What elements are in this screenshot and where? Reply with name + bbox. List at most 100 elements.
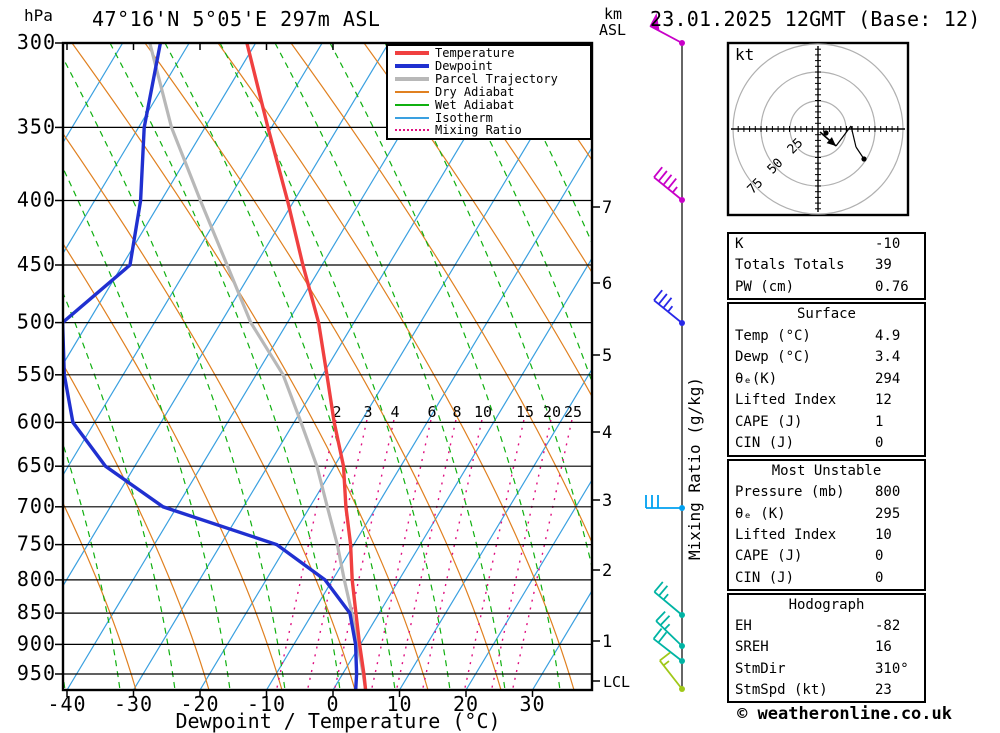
pressure-tick-label: 900: [17, 631, 56, 655]
temperature-tick-label: 30: [519, 692, 545, 716]
table-row: θₑ (K) 295: [729, 504, 924, 525]
row-label: CAPE (J): [735, 413, 803, 430]
wet-adiabat-lines: [63, 43, 592, 690]
row-label: CIN (J): [735, 569, 795, 586]
pressure-tick-label: 600: [17, 409, 56, 433]
wind-barb: [652, 628, 685, 664]
row-label: Pressure (mb): [735, 484, 845, 501]
x-axis-label: Dewpoint / Temperature (°C): [175, 709, 501, 733]
table-row: Lifted Index 10: [729, 525, 924, 546]
wind-barb: [659, 651, 685, 692]
mixing-ratio-value-label: 15: [516, 403, 534, 421]
row-value: 3.4: [875, 349, 901, 366]
legend-item-label: Wet Adiabat: [435, 97, 515, 112]
temperature-tick-label: 0: [326, 692, 339, 716]
km-axis: 7 6 5 4 3 2 1 LCL Mixing Ratio (g/kg): [592, 198, 704, 691]
km-tick-label: 7: [602, 198, 612, 218]
table-row: Lifted Index 12: [729, 390, 924, 412]
legend-line-sample-icon: [395, 129, 429, 132]
row-value: 0: [875, 435, 884, 452]
mixing-ratio-value-label: 2: [332, 403, 341, 421]
temperature-ticks: -40 -30 -20 -10 0 10 20 30: [47, 43, 545, 716]
legend-item: Wet Adiabat: [388, 99, 590, 111]
row-label: K: [735, 236, 744, 252]
panel-title: Surface: [796, 306, 856, 322]
row-value: 800: [875, 484, 901, 501]
row-label: StmDir: [735, 660, 786, 677]
pressure-tick-label: 350: [17, 114, 56, 138]
sounding-curves: [63, 43, 368, 690]
km-tick-label: 6: [602, 274, 612, 294]
pressure-tick-label: 850: [17, 600, 56, 624]
legend-item: Dry Adiabat: [388, 86, 590, 98]
temperature-tick-label: 10: [386, 692, 412, 716]
table-row: Pressure (mb) 800: [729, 482, 924, 503]
row-value: 0: [875, 548, 884, 565]
pressure-tick-label: 300: [17, 30, 56, 54]
indices-tables: K -10 Totals Totals 39 PW (cm) 0.76 Surface Tem…: [727, 0, 926, 733]
table-row: PW (cm) 0.76: [729, 277, 924, 298]
row-label: Lifted Index: [735, 392, 837, 409]
row-label: SREH: [735, 639, 769, 656]
mixing-ratio-axis-label: Mixing Ratio (g/kg): [685, 377, 704, 560]
pressure-tick-label: 400: [17, 188, 56, 212]
legend-line-sample-icon: [395, 103, 429, 106]
legend-item: Mixing Ratio: [388, 124, 590, 136]
wind-barb: [655, 610, 685, 649]
panel-title: Most Unstable: [771, 463, 882, 479]
temperature-tick-label: -40: [47, 692, 86, 716]
table-row: EH -82: [729, 616, 924, 637]
table-row: θₑ(K) 294: [729, 369, 924, 391]
row-value: 10: [875, 526, 892, 543]
row-value: 23: [875, 681, 892, 698]
table-row: Totals Totals 39: [729, 255, 924, 276]
legend-item: Isotherm: [388, 112, 590, 124]
legend-item: Dewpoint: [388, 60, 590, 72]
wind-barb: [645, 495, 685, 511]
temperature-tick-label: 20: [453, 692, 479, 716]
table-row: K -10: [729, 234, 924, 255]
row-value: 1: [875, 413, 884, 430]
run-date-label: 23.01.2025 12GMT (Base: 12): [650, 7, 981, 31]
mixing-ratio-lines: 2 3 4 6 8 10 15 20 25: [275, 403, 582, 690]
indices-panel: K -10 Totals Totals 39 PW (cm) 0.76: [727, 232, 926, 300]
isotherm-lines: [63, 43, 592, 690]
wind-barb: [653, 289, 685, 326]
row-label: CIN (J): [735, 435, 795, 452]
page-title: 47°16'N 5°05'E 297m ASL: [92, 7, 381, 31]
row-label: Lifted Index: [735, 526, 837, 543]
table-row: Temp (°C) 4.9: [729, 326, 924, 348]
pressure-tick-label: 800: [17, 567, 56, 591]
copyright-label: © weatheronline.co.uk: [737, 704, 952, 724]
row-value: 12: [875, 392, 892, 409]
wind-barb: [653, 166, 685, 203]
legend-line-sample-icon: [395, 116, 429, 119]
mixing-ratio-value-label: 3: [363, 403, 372, 421]
km-tick-label: 4: [602, 423, 612, 443]
row-value: -10: [875, 236, 901, 252]
hodograph-unit-label: kt: [735, 45, 754, 64]
table-row: StmDir 310°: [729, 659, 924, 680]
row-label: CAPE (J): [735, 548, 803, 565]
wind-barb: [649, 13, 685, 46]
table-row: CAPE (J) 1: [729, 412, 924, 434]
legend-box: Temperature Dewpoint Parcel Trajectory Dry …: [386, 44, 592, 140]
pressure-tick-label: 550: [17, 362, 56, 386]
row-label: StmSpd (kt): [735, 681, 828, 698]
altitude-unit-km-label: km: [604, 5, 623, 23]
legend-item-label: Dry Adiabat: [435, 84, 515, 99]
indices-panel: Most Unstable Pressure (mb) 800 θₑ (K) 295 Li…: [727, 459, 926, 591]
legend-line-sample-icon: [395, 64, 429, 69]
plot-border: [61, 41, 594, 692]
mixing-ratio-value-label: 10: [474, 403, 492, 421]
row-label: θₑ (K): [735, 505, 786, 522]
legend-item-label: Temperature: [435, 46, 515, 61]
km-tick-label: 2: [602, 561, 612, 581]
legend-line-sample-icon: [395, 77, 429, 82]
table-row: CIN (J) 0: [729, 568, 924, 589]
row-value: -82: [875, 618, 901, 635]
legend-item: Temperature: [388, 47, 590, 59]
row-value: 295: [875, 505, 901, 522]
pressure-tick-label: 450: [17, 252, 56, 276]
